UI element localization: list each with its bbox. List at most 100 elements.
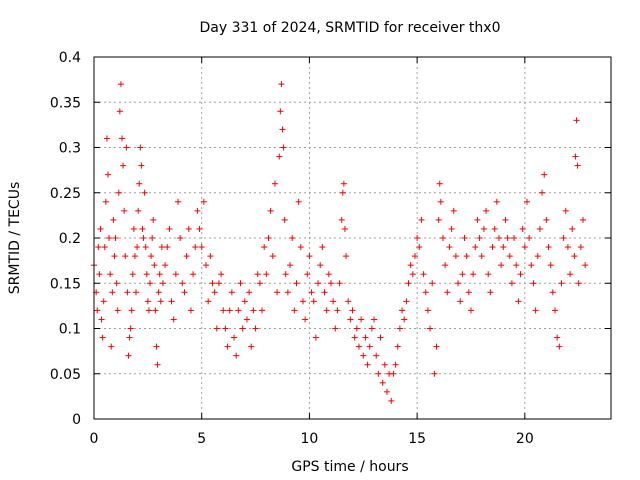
data-point — [150, 216, 157, 223]
y-tick-label: 0.15 — [50, 276, 81, 292]
data-point — [243, 316, 250, 323]
data-point — [539, 189, 546, 196]
data-point — [351, 334, 358, 341]
data-point — [472, 244, 479, 251]
data-point — [128, 307, 135, 314]
data-point — [248, 343, 255, 350]
data-point — [310, 298, 317, 305]
data-point — [446, 244, 453, 251]
data-point — [371, 316, 378, 323]
data-point — [436, 180, 443, 187]
data-point — [485, 271, 492, 278]
data-point — [534, 253, 541, 260]
data-point — [452, 253, 459, 260]
data-point — [373, 352, 380, 359]
y-tick-label: 0.3 — [59, 141, 81, 157]
data-point — [383, 388, 390, 395]
data-point — [135, 207, 142, 214]
data-point — [113, 280, 120, 287]
data-point — [102, 198, 109, 205]
x-tick-label: 15 — [408, 431, 426, 447]
data-point — [144, 298, 151, 305]
y-axis-label: SRMTID / TECUs — [7, 182, 23, 295]
data-point — [287, 262, 294, 269]
y-tick-label: 0 — [72, 412, 81, 428]
data-point — [125, 352, 132, 359]
data-point — [112, 235, 119, 241]
data-point — [556, 343, 563, 350]
data-point — [340, 180, 347, 187]
data-point — [213, 325, 220, 332]
data-point — [164, 244, 171, 251]
data-point — [390, 370, 397, 377]
data-point — [433, 343, 440, 350]
data-point — [259, 307, 266, 314]
data-point — [289, 235, 296, 241]
data-point — [463, 253, 470, 260]
data-point — [551, 307, 558, 314]
data-point — [459, 271, 466, 278]
data-point — [183, 253, 190, 260]
data-point — [530, 280, 537, 287]
data-point — [379, 379, 386, 386]
data-point — [137, 144, 144, 151]
data-point — [159, 280, 166, 287]
data-point — [103, 135, 110, 142]
data-point — [572, 153, 579, 160]
data-point — [521, 244, 528, 251]
data-point — [465, 289, 472, 296]
data-point — [153, 343, 160, 350]
data-point — [185, 225, 192, 232]
data-point — [148, 253, 155, 260]
data-point — [145, 307, 152, 314]
data-point — [120, 162, 127, 169]
data-point — [388, 397, 395, 404]
data-point — [116, 108, 123, 115]
data-point — [545, 244, 552, 251]
data-point — [407, 262, 414, 269]
data-point — [291, 307, 298, 314]
data-point — [136, 180, 143, 187]
data-point — [200, 198, 207, 205]
y-tick-label: 0.1 — [59, 322, 81, 338]
data-point — [261, 244, 268, 251]
data-point — [280, 144, 287, 151]
data-point — [196, 225, 203, 232]
data-point — [235, 307, 242, 314]
x-tick-label: 0 — [90, 431, 99, 447]
data-point — [269, 253, 276, 260]
data-point — [158, 244, 165, 251]
data-point — [401, 316, 408, 323]
data-point — [279, 126, 286, 133]
data-point — [267, 207, 274, 214]
data-point — [532, 307, 539, 314]
data-point — [98, 316, 105, 323]
data-point — [478, 253, 485, 260]
data-point — [302, 316, 309, 323]
data-point — [99, 334, 106, 341]
ticks-layer: 0 0.05 0.1 0.15 0.2 0.25 0.3 0.35 0.4 0 5 10 15 20 — [50, 50, 611, 447]
data-point — [95, 244, 102, 251]
data-point — [172, 271, 179, 278]
data-point — [170, 316, 177, 323]
data-point — [455, 280, 462, 287]
data-point — [392, 361, 399, 368]
data-point — [101, 244, 108, 251]
data-point — [192, 244, 199, 251]
data-point — [265, 235, 272, 241]
data-point — [491, 225, 498, 232]
data-point — [508, 280, 515, 287]
data-point — [489, 244, 496, 251]
data-point — [323, 307, 330, 314]
data-point — [263, 271, 270, 278]
data-point — [317, 262, 324, 269]
data-point — [575, 280, 582, 287]
data-point — [207, 253, 214, 260]
data-point — [187, 307, 194, 314]
data-point — [341, 225, 348, 232]
data-point — [140, 235, 147, 241]
data-point — [476, 235, 483, 241]
data-point — [338, 216, 345, 223]
data-point — [308, 289, 315, 296]
